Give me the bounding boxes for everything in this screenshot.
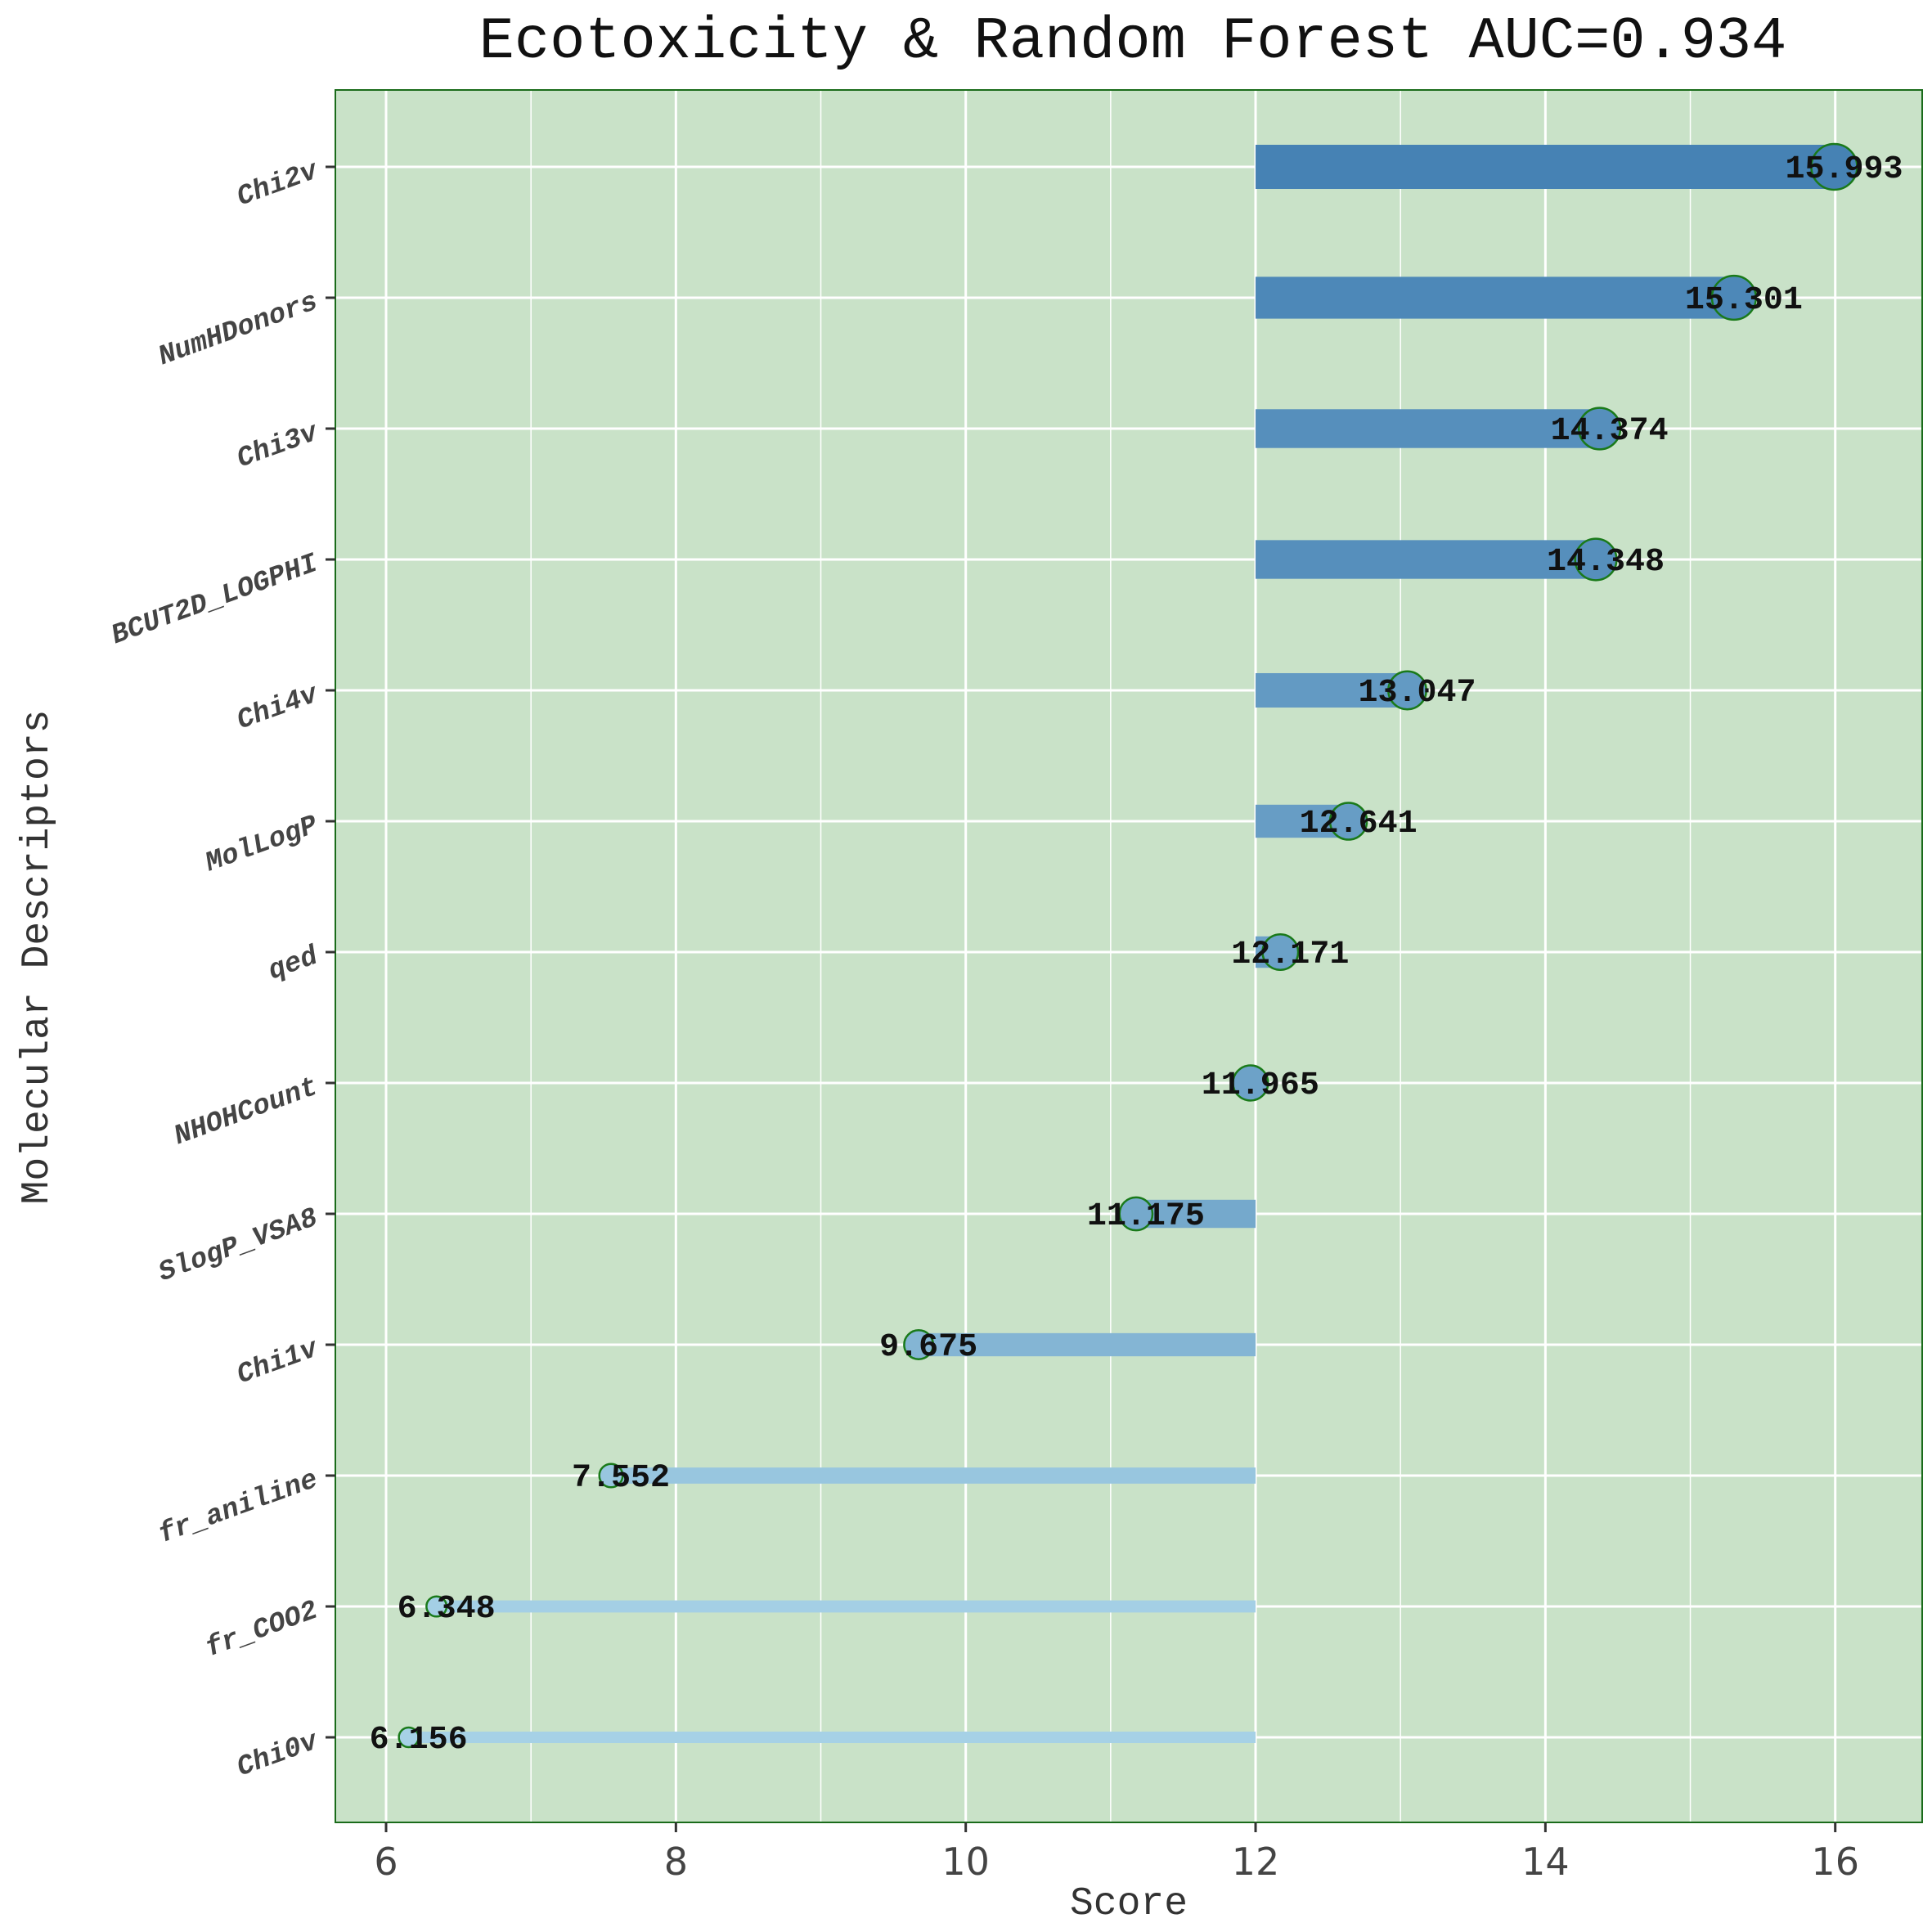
marker-point (1387, 670, 1427, 711)
bar (436, 1600, 1256, 1613)
data-label: 6.156 (370, 1722, 468, 1759)
x-tick-label: 16 (1811, 1840, 1859, 1884)
x-axis: 6 8 10 12 14 16 (374, 1822, 1859, 1884)
marker-point (1328, 802, 1368, 841)
plot-panel (335, 90, 1922, 1822)
data-label: 11.175 (1087, 1198, 1205, 1235)
data-label: 14.348 (1547, 544, 1665, 581)
plot-panel-border (335, 89, 1923, 1823)
x-tick-label: 10 (941, 1840, 990, 1884)
bar (408, 1732, 1256, 1743)
data-label: 7.552 (572, 1460, 670, 1497)
bar (1135, 1199, 1256, 1229)
marker-point (1574, 537, 1618, 582)
bar (1256, 409, 1600, 448)
marker-point (1261, 932, 1300, 972)
bar (1256, 540, 1597, 579)
data-label: 14.374 (1551, 413, 1669, 450)
data-label: 15.301 (1685, 282, 1803, 319)
bar (610, 1467, 1256, 1484)
chart-title: Ecotoxicity & Random Forest AUC=0.934 (479, 8, 1787, 75)
x-tick-label: 8 (664, 1840, 688, 1884)
marker-point (1710, 274, 1757, 321)
data-label: 9.675 (879, 1329, 977, 1366)
bar (1256, 672, 1408, 708)
data-labels-layer: 15.993 15.301 14.374 14.348 13.047 12.641 12.1… (370, 151, 1903, 1759)
marker-point (1810, 142, 1858, 191)
marker-point (1578, 407, 1622, 451)
x-tick-label: 6 (374, 1840, 398, 1884)
marker-point (425, 1595, 448, 1618)
data-label: 15.993 (1785, 151, 1903, 188)
bar (1256, 276, 1734, 319)
data-label: 13.047 (1359, 675, 1476, 712)
bar (1256, 145, 1835, 189)
data-label: 11.965 (1202, 1067, 1319, 1104)
marker-point (398, 1726, 420, 1749)
data-label: 6.348 (398, 1591, 496, 1628)
marker-point (903, 1329, 935, 1360)
data-label: 12.641 (1300, 806, 1418, 842)
markers-layer (398, 142, 1858, 1749)
x-tick-label: 12 (1232, 1840, 1280, 1884)
x-tick-label: 14 (1521, 1840, 1570, 1884)
y-axis-title: Molecular Descriptors (16, 710, 60, 1205)
marker-point (1232, 1064, 1269, 1102)
bar (919, 1332, 1256, 1357)
bars-layer (408, 145, 1835, 1743)
x-axis-title: Score (1070, 1882, 1188, 1926)
data-label: 12.171 (1231, 937, 1349, 973)
marker-point (598, 1462, 624, 1489)
marker-point (1118, 1196, 1154, 1232)
